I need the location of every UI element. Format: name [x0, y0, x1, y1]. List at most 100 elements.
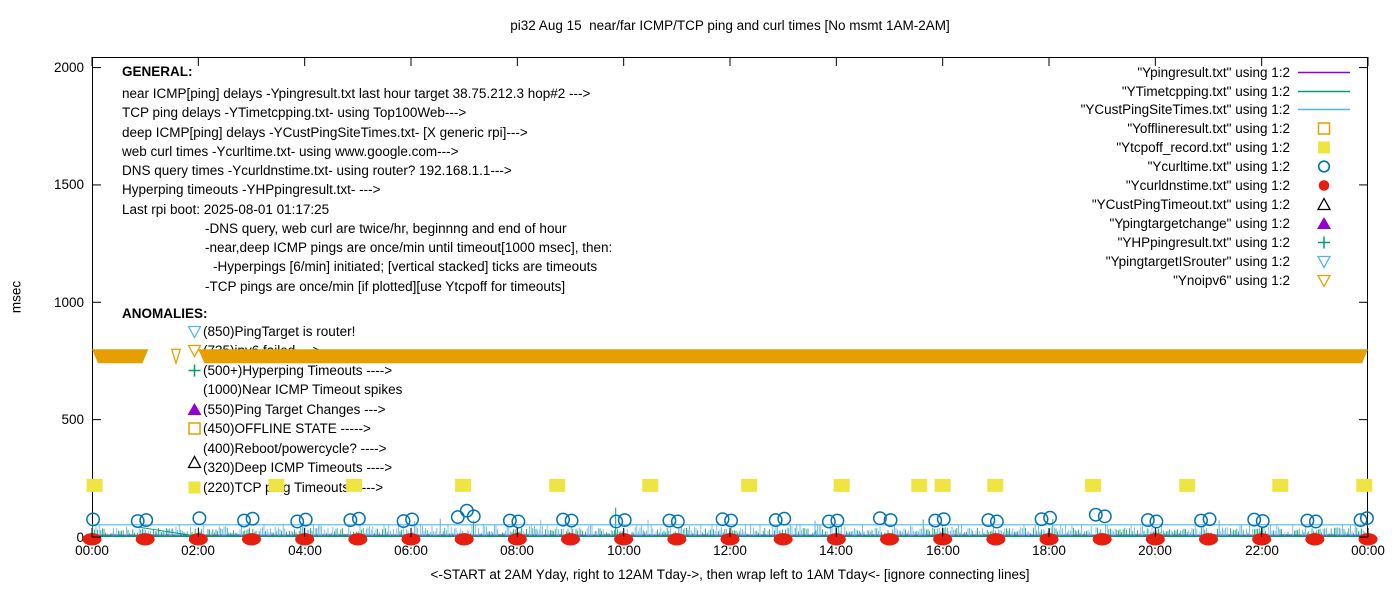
- curl-time-circle: [351, 511, 366, 526]
- noipv6-band: [198, 349, 1368, 364]
- dns-time-dot: [667, 533, 687, 546]
- curl-time-circle: [670, 514, 685, 529]
- legend-marker: [1296, 121, 1352, 136]
- curl-time-circle: [821, 514, 836, 529]
- y-tick-label: 2000: [53, 60, 84, 75]
- general-line: deep ICMP[ping] delays -YCustPingSiteTim…: [122, 124, 528, 140]
- x-tick-label: 06:00: [394, 543, 428, 558]
- legend-marker: [1296, 216, 1352, 231]
- anomalies-header: ANOMALIES:: [122, 306, 208, 321]
- line-sample-icon: [1298, 90, 1350, 92]
- curl-time-circle: [1194, 513, 1209, 528]
- general-line: Last rpi boot: 2025-08-01 01:17:25: [122, 201, 330, 217]
- dns-time-dot: [986, 533, 1006, 546]
- x-tick-label: 00:00: [75, 543, 109, 558]
- triangle-down-icon: [187, 325, 202, 339]
- general-line: web curl times -Ycurltime.txt- using www…: [122, 143, 459, 159]
- x-tick-label: 20:00: [1138, 543, 1172, 558]
- general-header: GENERAL:: [122, 64, 193, 79]
- triangle-up-icon: [187, 455, 202, 469]
- triangle-up-icon: [1316, 197, 1332, 211]
- legend-entry-label: "Yofflineresult.txt" using 1:2: [1127, 121, 1290, 137]
- general-line: TCP ping delays -YTimetcpping.txt- using…: [122, 105, 467, 121]
- anomaly-row: (735)ipv6 failed --->: [186, 343, 320, 358]
- triangle-up-filled-icon: [1317, 217, 1331, 230]
- x-tick-label: 08:00: [500, 543, 534, 558]
- anomaly-label: (220)TCP ping Timeouts ----->: [203, 479, 384, 495]
- anomaly-row: (550)Ping Target Changes --->: [186, 402, 385, 417]
- curl-time-circle: [617, 513, 632, 528]
- square-icon: [1318, 141, 1330, 154]
- curl-time-circle: [450, 510, 465, 524]
- curl-time-circle: [609, 514, 624, 529]
- curl-time-circle: [715, 512, 730, 527]
- triangle-up-filled-icon: [186, 402, 203, 417]
- legend-entry-label: "Ytcpoff_record.txt" using 1:2: [1116, 140, 1290, 156]
- tcp-timeout-square: [1085, 478, 1102, 492]
- y-tick-label: 0: [76, 530, 84, 545]
- square-outline-icon: [1317, 122, 1331, 136]
- icon-placeholder: [186, 441, 203, 456]
- curl-time-circle: [830, 513, 845, 528]
- legend-marker: [1296, 102, 1352, 117]
- triangle-down-icon: [1316, 274, 1332, 288]
- general-line: Hyperping timeouts -YHPpingresult.txt- -…: [122, 182, 381, 198]
- line-sample-icon: [1298, 109, 1350, 111]
- curl-time-circle: [192, 511, 207, 526]
- y-tick-label: 1500: [53, 177, 84, 192]
- connecting-line: [134, 525, 199, 538]
- general-line: -near,deep ICMP pings are once/min until…: [205, 240, 613, 255]
- legend-entry-label: "YCustPingTimeout.txt" using 1:2: [1091, 197, 1290, 213]
- curl-time-circle: [883, 513, 898, 528]
- legend-marker: [1296, 235, 1352, 250]
- triangle-up-filled-icon: [1317, 217, 1331, 230]
- x-tick-label: 04:00: [288, 543, 322, 558]
- circle-outline-icon: [1317, 160, 1331, 173]
- square-outline-icon: [188, 422, 201, 436]
- curl-time-circle: [564, 513, 579, 528]
- square-icon: [188, 481, 201, 494]
- square-icon: [1318, 141, 1330, 154]
- legend-entry-label: "Ynoipv6" using 1:2: [1173, 272, 1290, 288]
- curl-time-circle: [1088, 507, 1103, 522]
- curl-time-circle: [290, 514, 305, 529]
- curl-time-circle: [724, 513, 739, 528]
- triangle-down-icon: [186, 324, 203, 339]
- curl-time-circle: [1034, 512, 1049, 527]
- triangle-down-icon: [187, 325, 202, 339]
- plus-icon: [186, 363, 203, 378]
- dns-time-dot: [348, 533, 368, 546]
- triangle-down-icon: [1316, 255, 1332, 269]
- y-tick-label: 1000: [53, 295, 84, 310]
- noipv6-band: [92, 349, 149, 364]
- anomaly-row: (450)OFFLINE STATE ----->: [186, 421, 371, 436]
- curl-time-circle: [662, 513, 677, 528]
- legend-marker: [1296, 197, 1352, 212]
- noipv6-triangle: [170, 348, 182, 366]
- curl-time-circle: [1202, 512, 1217, 527]
- tcp-timeout-square: [86, 478, 103, 492]
- curl-time-circle: [405, 512, 420, 527]
- general-line: near ICMP[ping] delays -Ypingresult.txt …: [122, 86, 591, 101]
- tcp-timeout-square: [987, 478, 1004, 492]
- square-outline-icon: [186, 421, 203, 436]
- curl-time-circle: [1353, 513, 1368, 528]
- circle-icon: [1318, 180, 1330, 191]
- deep-icmp-ticks: [92, 519, 1364, 537]
- legend-marker: [1296, 65, 1352, 80]
- y-axis-label: msec: [8, 280, 24, 314]
- triangle-up-icon: [1316, 197, 1332, 211]
- x-tick-label: 16:00: [926, 543, 960, 558]
- curl-time-circle: [502, 513, 517, 528]
- curl-time-circle: [928, 513, 943, 528]
- icon-placeholder: [186, 382, 203, 397]
- anomaly-label: (500+)Hyperping Timeouts ---->: [203, 362, 393, 378]
- square-outline-icon: [188, 422, 201, 436]
- curl-time-circle: [936, 512, 951, 527]
- curl-time-circle: [396, 514, 411, 528]
- anomaly-label: (735)ipv6 failed --->: [203, 343, 321, 359]
- anomaly-label: (550)Ping Target Changes --->: [203, 401, 386, 417]
- chart-title: pi32 Aug 15 near/far ICMP/TCP ping and c…: [510, 18, 950, 33]
- dns-time-dot: [1199, 533, 1218, 546]
